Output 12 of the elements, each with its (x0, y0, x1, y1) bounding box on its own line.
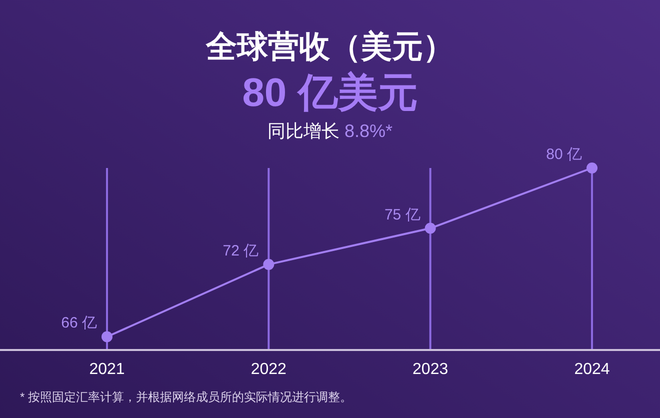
annotation: * 按照固定汇率计算，并根据网络成员所的实际情况进行调整。 (20, 390, 352, 404)
data-label: 80 亿 (546, 146, 582, 163)
x-tick-label: 2022 (250, 361, 286, 378)
annotation: 同比增长 8.8%* (267, 121, 393, 141)
title: 全球营收（美元） (206, 29, 454, 64)
data-label: 75 亿 (384, 206, 420, 224)
x-tick-label: 2024 (574, 361, 610, 378)
data-label: 66 亿 (61, 314, 97, 332)
x-tick-label: 2023 (412, 361, 448, 378)
data-label: 72 亿 (222, 242, 259, 260)
x-tick-label: 2021 (89, 361, 125, 378)
subtitle: 80 亿美元 (242, 71, 418, 115)
